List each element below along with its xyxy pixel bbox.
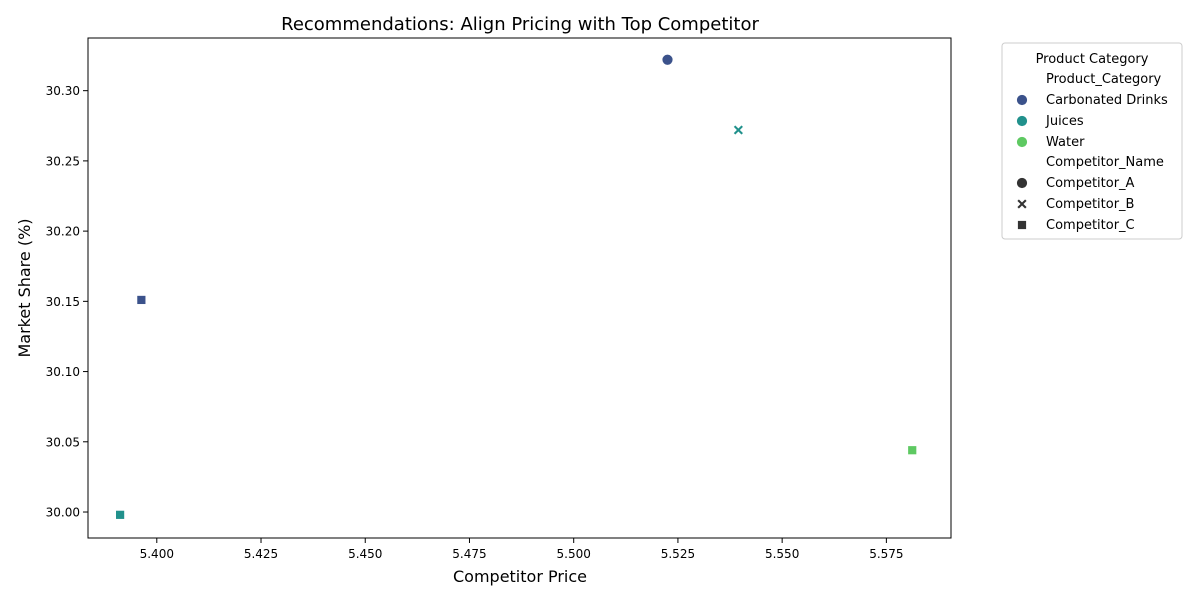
x-tick-label: 5.475 [452, 547, 486, 561]
legend-marker-competitor_c [1017, 220, 1027, 230]
x-axis: 5.400 5.425 5.450 5.475 5.500 5.525 5.550 5.575 [140, 538, 904, 561]
plot-frame [87, 37, 952, 539]
y-tick-label: 30.00 [46, 506, 80, 520]
x-tick-label: 5.425 [244, 547, 278, 561]
y-tick-label: 30.05 [46, 435, 80, 449]
y-axis: 30.00 30.05 30.10 30.15 30.20 30.25 30.30 [46, 84, 88, 520]
data-point [115, 509, 126, 520]
legend-marker-carbonated-drinks [1016, 94, 1028, 106]
legend-style-heading: Competitor_Name [1046, 155, 1164, 170]
legend-title: Product Category [1036, 52, 1149, 67]
y-tick-label: 30.15 [46, 295, 80, 309]
plot-area [87, 37, 952, 539]
legend-marker-competitor_b [1016, 198, 1028, 210]
data-points [115, 53, 918, 520]
data-point [661, 53, 674, 66]
chart-title: Recommendations: Align Pricing with Top … [281, 14, 759, 35]
legend-entry-label: Water [1046, 135, 1085, 150]
x-tick-label: 5.500 [557, 547, 591, 561]
legend-entries: Carbonated Drinks Juices Water Competitor_A… [1016, 93, 1168, 233]
legend-entry-label: Carbonated Drinks [1046, 93, 1168, 108]
y-tick-label: 30.20 [46, 225, 80, 239]
legend-marker-competitor_a [1016, 177, 1028, 189]
data-point [136, 295, 147, 305]
legend-marker-water [1016, 136, 1028, 148]
x-axis-label: Competitor Price [453, 567, 587, 586]
legend-entry-label: Competitor_B [1046, 197, 1134, 212]
y-tick-label: 30.25 [46, 154, 80, 168]
legend: Product Category Product_Category Compet… [1001, 42, 1183, 240]
legend-frame [1001, 42, 1183, 240]
y-axis-label: Market Share (%) [15, 218, 34, 357]
x-tick-label: 5.400 [140, 547, 174, 561]
legend-entry-label: Juices [1045, 114, 1084, 129]
legend-marker-juices [1016, 115, 1028, 127]
legend-entry-label: Competitor_C [1046, 218, 1135, 233]
x-tick-label: 5.525 [661, 547, 695, 561]
y-tick-label: 30.30 [46, 84, 80, 98]
x-tick-label: 5.450 [348, 547, 382, 561]
legend-hue-heading: Product_Category [1046, 72, 1162, 87]
x-tick-label: 5.550 [765, 547, 799, 561]
data-point [732, 124, 744, 136]
y-tick-label: 30.10 [46, 365, 80, 379]
data-point [907, 445, 918, 456]
x-tick-label: 5.575 [869, 547, 903, 561]
legend-entry-label: Competitor_A [1046, 176, 1135, 191]
